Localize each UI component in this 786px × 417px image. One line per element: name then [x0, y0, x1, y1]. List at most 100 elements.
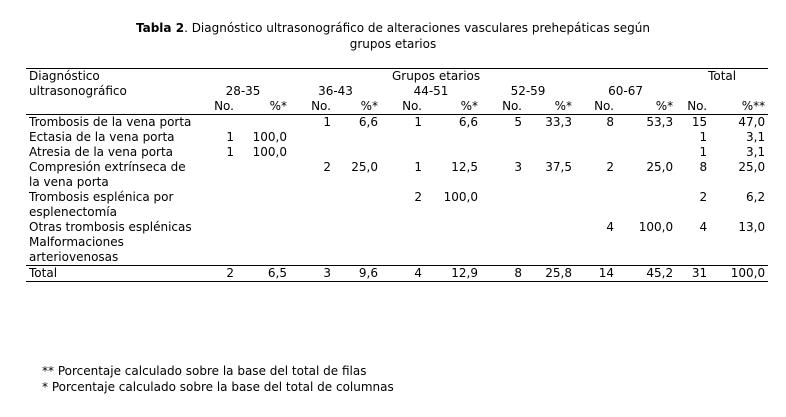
table-cell [237, 235, 290, 266]
header-pct: %* [334, 99, 381, 115]
data-rows: Trombosis de la vena porta 1 6,6 1 6,6 5 33,3 8… [26, 115, 768, 266]
table-cell: 25,0 [646, 160, 674, 174]
table-cell: 2 [414, 190, 422, 204]
table-cell [617, 190, 676, 220]
table-cell [290, 130, 334, 145]
table-cell: 3,1 [746, 130, 766, 144]
table-cell [237, 220, 290, 235]
header-no: No. [481, 99, 525, 115]
table-cell: 5 [514, 115, 522, 129]
table-row: Compresión extrínseca de la vena porta 2 2… [26, 160, 768, 190]
total-cell: 6,5 [237, 265, 290, 282]
header-group: 44-51 [413, 84, 449, 98]
row-diagnosis: Malformaciones arteriovenosas [29, 235, 124, 264]
table-cell [290, 235, 334, 266]
table-cell [481, 220, 525, 235]
table-cell: 1 [414, 115, 422, 129]
table-cell [334, 130, 381, 145]
table-cell [334, 220, 381, 235]
header-row-1: Diagnóstico Grupos etarios Total [26, 68, 769, 84]
table-cell [237, 160, 290, 190]
footnote-column-percentage: * Porcentaje calculado sobre la base del… [42, 380, 394, 394]
table-cell [525, 235, 575, 266]
table-cell: 6,6 [458, 115, 478, 129]
table-cell: 100,0 [252, 130, 287, 144]
table-cell: 8 [606, 115, 614, 129]
table-cell: 6,2 [746, 190, 766, 204]
table-cell [575, 190, 617, 220]
table-cell [525, 130, 575, 145]
header-pct: %* [237, 99, 290, 115]
header-pct: %* [617, 99, 677, 115]
table-cell [237, 190, 290, 220]
total-cell: 14 [575, 265, 617, 282]
total-row: Total 2 6,5 3 9,6 4 12,9 8 25,8 14 45,2 … [26, 265, 769, 282]
row-diagnosis: Atresia de la vena porta [29, 145, 174, 159]
table-cell: 100,0 [443, 190, 478, 204]
table-cell: 53,3 [646, 115, 674, 129]
total-cell: 3 [290, 265, 334, 282]
table-cell [381, 220, 425, 235]
table-cell [290, 190, 334, 220]
table-cell [381, 235, 425, 266]
header-total-pct: %** [710, 99, 769, 115]
header-no: No. [676, 99, 711, 115]
table-row: Trombosis esplénica por esplenectomía 2 10… [26, 190, 768, 220]
caption-label: Tabla 2 [135, 21, 185, 35]
header-row-3: No. %* No. %* No. %* No. %* No. %* No. %… [26, 99, 769, 115]
table-cell [381, 130, 425, 145]
table-cell: 100,0 [638, 220, 674, 234]
table-cell [525, 190, 575, 220]
table-cell: 100,0 [252, 145, 287, 159]
table-cell [525, 220, 575, 235]
table-caption-line2: grupos etarios [349, 37, 437, 51]
table-cell [196, 190, 237, 220]
table-cell: 1 [699, 145, 708, 159]
table-cell: 4 [606, 220, 614, 234]
table-cell [617, 145, 676, 160]
row-diagnosis: Trombosis esplénica por esplenectomía [29, 190, 174, 219]
table-cell: 1 [414, 160, 422, 174]
table-cell: 1 [699, 130, 708, 144]
table-cell: 1 [226, 130, 234, 144]
total-cell: 100,0 [710, 265, 769, 282]
table-cell: 12,5 [451, 160, 478, 174]
total-cell: 45,2 [617, 265, 677, 282]
table-row: Ectasia de la vena porta 1 100,0 1 3,1 [26, 130, 768, 145]
table-row: Trombosis de la vena porta 1 6,6 1 6,6 5 33,3 8… [26, 115, 768, 131]
header-no: No. [381, 99, 425, 115]
table-cell: 2 [699, 190, 708, 204]
table-cell [575, 235, 617, 266]
table-cell [425, 145, 481, 160]
table-cell: 25,0 [351, 160, 378, 174]
table-cell [617, 235, 676, 266]
table-cell [290, 145, 334, 160]
table-cell [710, 235, 768, 266]
table-cell: 33,3 [545, 115, 572, 129]
row-diagnosis: Otras trombosis esplénicas [29, 220, 192, 234]
header-age-groups: Grupos etarios [196, 68, 677, 84]
table-cell: 3 [514, 160, 522, 174]
table-cell [575, 145, 617, 160]
table-cell [381, 145, 425, 160]
header-group: 60-67 [608, 84, 643, 98]
table-cell: 8 [699, 160, 708, 174]
header-no: No. [575, 99, 617, 115]
header-pct: %* [425, 99, 481, 115]
table-cell [290, 220, 334, 235]
table-row: Atresia de la vena porta 1 100,0 1 3,1 [26, 145, 768, 160]
table-cell: 1 [226, 145, 234, 159]
table-cell: 47,0 [738, 115, 766, 129]
table-cell [196, 115, 237, 131]
table-cell: 4 [699, 220, 708, 234]
row-diagnosis: Trombosis de la vena porta [29, 115, 192, 129]
row-diagnosis: Ectasia de la vena porta [29, 130, 175, 144]
table-cell [425, 220, 481, 235]
total-cell: 25,8 [525, 265, 575, 282]
table-cell [196, 235, 237, 266]
header-diagnosis-line2: ultrasonográfico [29, 84, 127, 98]
table-cell [575, 130, 617, 145]
table-cell: 25,0 [738, 160, 766, 174]
table-cell [237, 115, 290, 131]
total-cell: 12,9 [425, 265, 481, 282]
